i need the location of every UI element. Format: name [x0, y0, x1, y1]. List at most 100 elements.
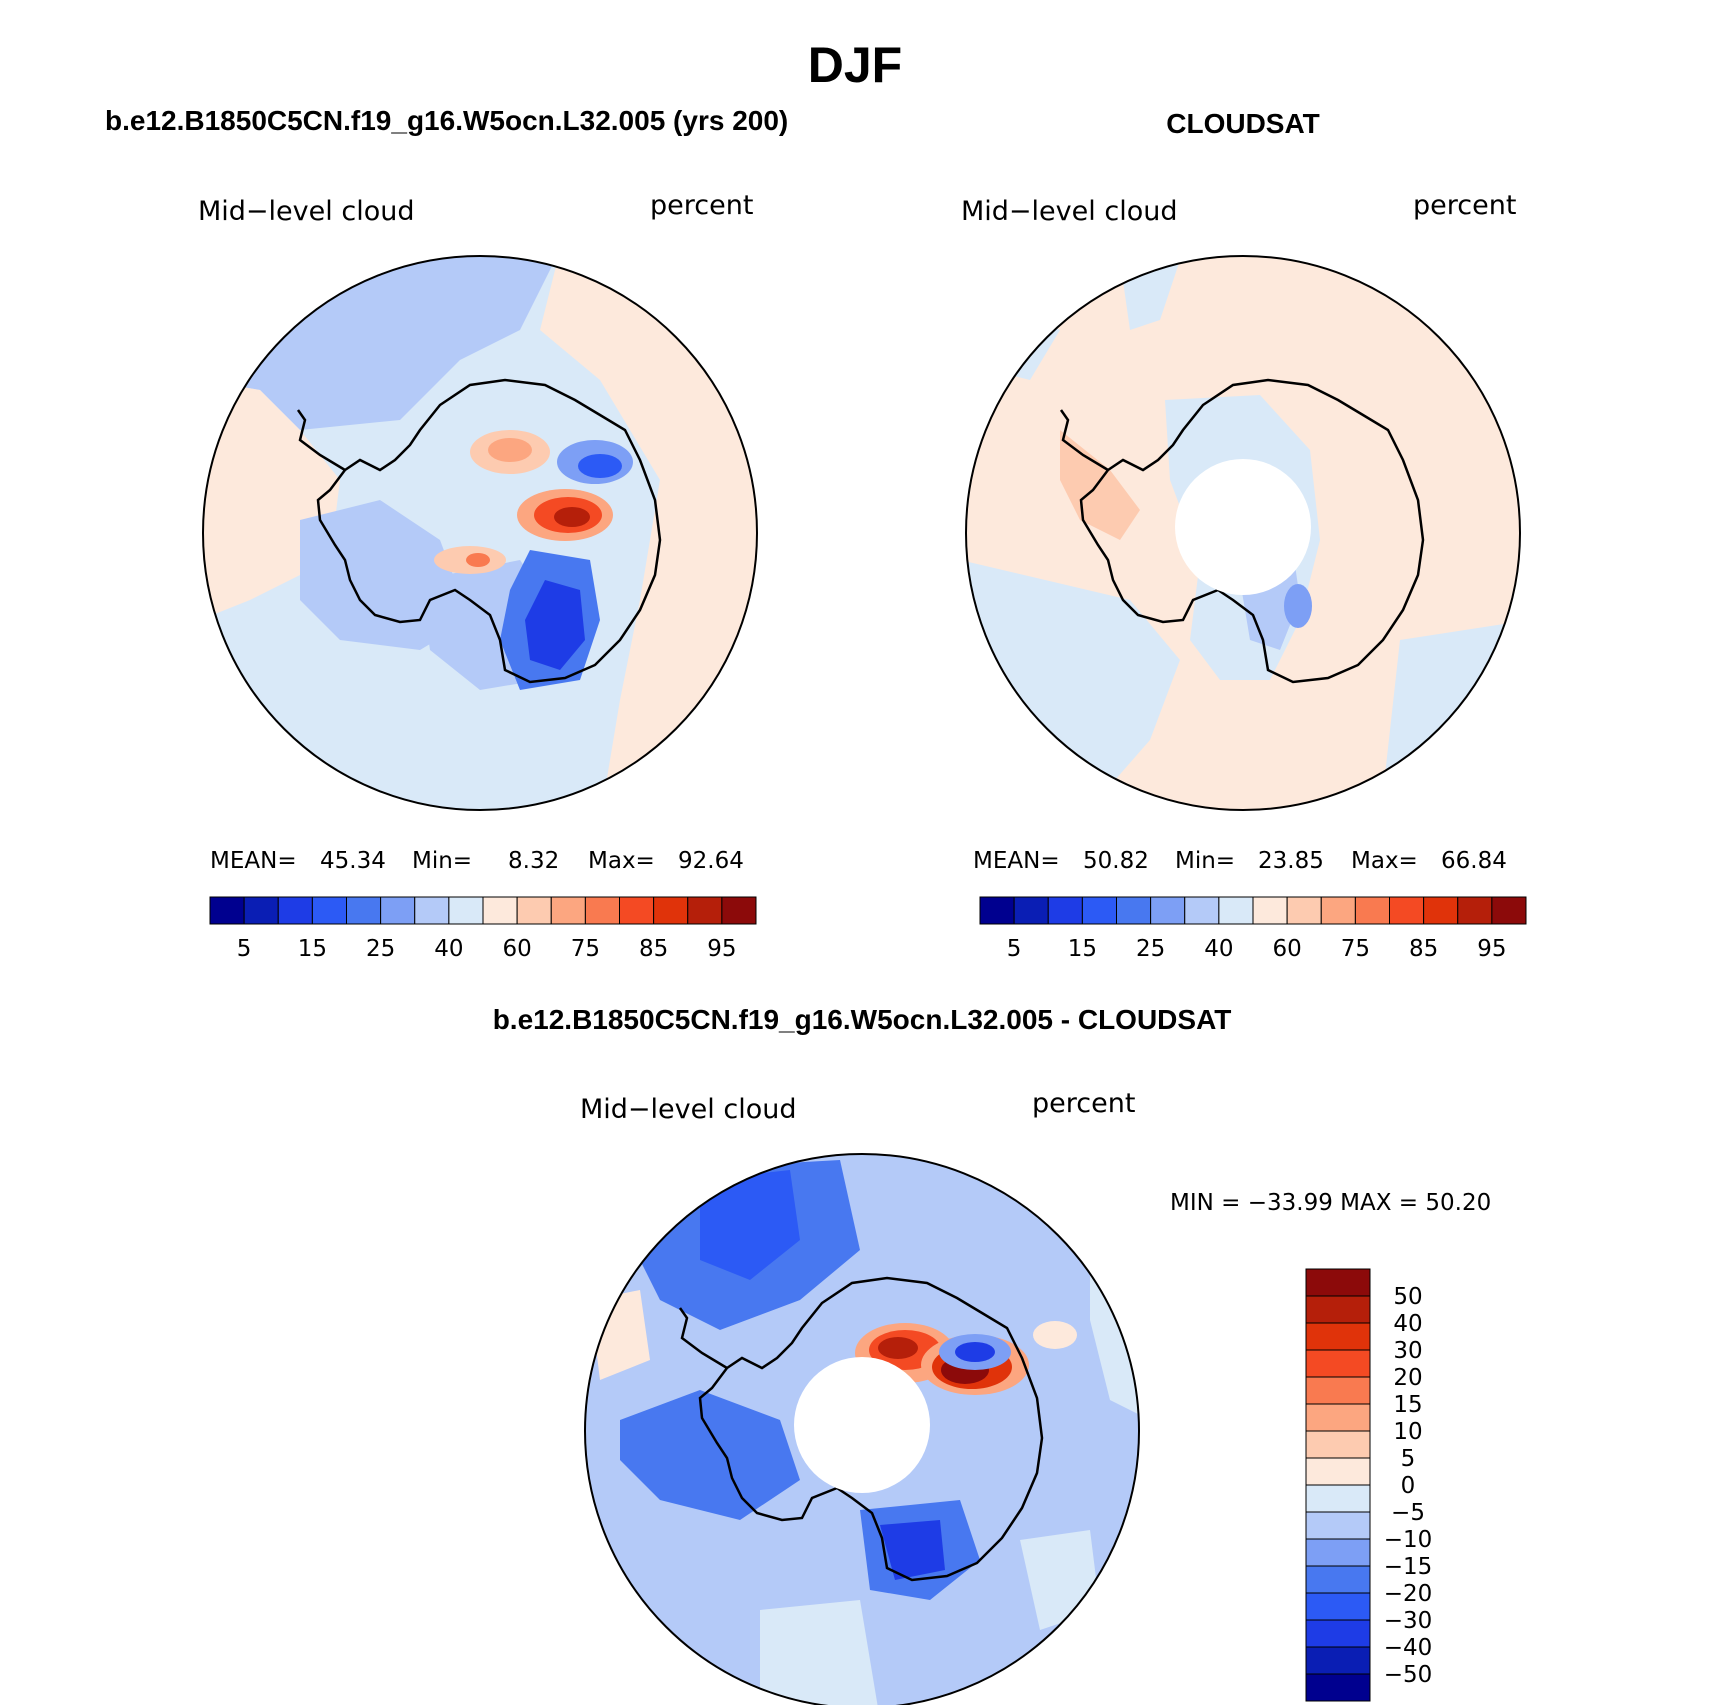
- panel-obs-map-border: [965, 255, 1521, 811]
- panel-diff-colorbar-swatch: [1305, 1349, 1371, 1378]
- panel-obs-units: percent: [1413, 190, 1516, 221]
- panel-model-mean-value: 45.34: [320, 848, 386, 874]
- panel-model-colorbar-swatch: [243, 896, 279, 925]
- panel-diff-colorbar-swatch: [1305, 1295, 1371, 1324]
- panel-model-min-label: Min=: [412, 848, 472, 874]
- panel-model-max-label: Max=: [588, 848, 655, 874]
- panel-diff-colorbar-tick-label: 15: [1393, 1392, 1422, 1418]
- panel-diff-map: [585, 1154, 1139, 1705]
- panel-diff: b.e12.B1850C5CN.f19_g16.W5ocn.L32.005 - …: [493, 1004, 1491, 1705]
- panel-diff-colorbar-swatch: [1305, 1538, 1371, 1567]
- panel-diff-colorbar-tick-label: 5: [1401, 1446, 1416, 1472]
- panel-obs-variable: Mid−level cloud: [961, 196, 1177, 227]
- panel-obs-colorbar-swatch: [1457, 896, 1493, 925]
- panel-obs-colorbar-swatch: [1116, 896, 1152, 925]
- panel-diff-colorbar-swatch: [1305, 1376, 1371, 1405]
- panel-model-colorbar-tick-label: 15: [298, 936, 327, 962]
- panel-model-colorbar-swatch: [584, 896, 620, 925]
- panel-model-colorbar-swatch: [346, 896, 382, 925]
- panel-model-colorbar-swatch: [550, 896, 586, 925]
- panel-model-mean-label: MEAN=: [210, 848, 297, 874]
- panel-model-colorbar-tick-label: 25: [366, 936, 395, 962]
- panel-model-colorbar-swatch: [311, 896, 347, 925]
- panel-model: b.e12.B1850C5CN.f19_g16.W5ocn.L32.005 (y…: [105, 105, 788, 962]
- panel-obs-min-label: Min=: [1175, 848, 1235, 874]
- panel-model-colorbar-swatch: [448, 896, 484, 925]
- panel-diff-title: b.e12.B1850C5CN.f19_g16.W5ocn.L32.005 - …: [493, 1004, 1232, 1035]
- panel-obs-colorbar-swatch: [1491, 896, 1527, 925]
- panel-obs-colorbar-swatch: [979, 896, 1015, 925]
- panel-model-variable: Mid−level cloud: [198, 196, 414, 227]
- panel-diff-minmax: MIN = −33.99 MAX = 50.20: [1170, 1190, 1491, 1216]
- panel-diff-units: percent: [1032, 1088, 1135, 1119]
- panel-model-title: b.e12.B1850C5CN.f19_g16.W5ocn.L32.005 (y…: [105, 105, 788, 136]
- panel-diff-colorbar-swatch: [1305, 1592, 1371, 1621]
- panel-obs-mean-label: MEAN=: [973, 848, 1060, 874]
- panel-obs-title: CLOUDSAT: [1166, 108, 1319, 139]
- panel-obs-colorbar-swatch: [1218, 896, 1254, 925]
- panel-obs-colorbar-tick-label: 5: [1007, 936, 1022, 962]
- panel-obs-colorbar-swatch: [1389, 896, 1425, 925]
- panel-obs-colorbar-swatch: [1047, 896, 1083, 925]
- panel-model-colorbar-swatch: [653, 896, 689, 925]
- panel-diff-colorbar-tick-label: −30: [1384, 1608, 1433, 1634]
- panel-obs-colorbar-tick-label: 25: [1136, 936, 1165, 962]
- panel-diff-colorbar-tick-label: −10: [1384, 1527, 1433, 1553]
- panel-obs: CLOUDSAT Mid−level cloud percent MEAN= 5…: [961, 108, 1527, 962]
- panel-model-colorbar-tick-label: 75: [571, 936, 600, 962]
- panel-diff-colorbar-swatch: [1305, 1430, 1371, 1459]
- panel-model-map-border: [202, 255, 758, 811]
- panel-diff-colorbar-tick-label: 30: [1393, 1338, 1422, 1364]
- panel-obs-colorbar-swatch: [1320, 896, 1356, 925]
- panel-model-colorbar-tick-label: 85: [639, 936, 668, 962]
- panel-model-colorbar-swatch: [721, 896, 757, 925]
- panel-diff-colorbar-tick-label: 50: [1393, 1284, 1422, 1310]
- panel-diff-colorbar-tick-label: 10: [1393, 1419, 1422, 1445]
- panel-diff-colorbar-swatch: [1305, 1619, 1371, 1648]
- panel-obs-colorbar-swatch: [1286, 896, 1322, 925]
- panel-obs-colorbar: 5 15 25 40 60 75 85 95: [979, 896, 1527, 962]
- panel-diff-colorbar-tick-label: −40: [1384, 1635, 1433, 1661]
- panel-diff-colorbar-tick-label: 20: [1393, 1365, 1422, 1391]
- panel-diff-colorbar-swatch: [1305, 1673, 1371, 1702]
- panel-diff-colorbar-tick-label: −50: [1384, 1662, 1433, 1688]
- panel-diff-colorbar-swatch: [1305, 1403, 1371, 1432]
- panel-diff-colorbar-swatch: [1305, 1565, 1371, 1594]
- panel-obs-colorbar-swatch: [1150, 896, 1186, 925]
- panel-obs-colorbar-tick-label: 85: [1409, 936, 1438, 962]
- panel-diff-colorbar-swatch: [1305, 1457, 1371, 1486]
- panel-diff-colorbar-tick-label: −20: [1384, 1581, 1433, 1607]
- panel-obs-colorbar-tick-label: 60: [1272, 936, 1301, 962]
- panel-obs-colorbar-tick-label: 95: [1477, 936, 1506, 962]
- panel-diff-colorbar-tick-label: −5: [1391, 1500, 1425, 1526]
- panel-diff-colorbar-swatch: [1305, 1646, 1371, 1675]
- panel-obs-colorbar-swatch: [1013, 896, 1049, 925]
- panel-model-colorbar-swatch: [619, 896, 655, 925]
- panel-model-colorbar-tick-label: 5: [237, 936, 252, 962]
- panel-model-colorbar-swatch: [687, 896, 723, 925]
- panel-diff-colorbar-swatch: [1305, 1268, 1371, 1297]
- panel-diff-colorbar-swatch: [1305, 1322, 1371, 1351]
- panel-model-map: [203, 256, 757, 810]
- panel-diff-variable: Mid−level cloud: [580, 1094, 796, 1125]
- panel-model-colorbar-tick-label: 40: [434, 936, 463, 962]
- panel-obs-max-label: Max=: [1351, 848, 1418, 874]
- panel-diff-colorbar-swatch: [1305, 1511, 1371, 1540]
- panel-model-colorbar-swatch: [482, 896, 518, 925]
- panel-obs-colorbar-tick-label: 15: [1068, 936, 1097, 962]
- panel-obs-max-value: 66.84: [1441, 848, 1507, 874]
- panel-model-max-value: 92.64: [678, 848, 744, 874]
- panel-model-min-value: 8.32: [508, 848, 559, 874]
- panel-obs-colorbar-swatch: [1252, 896, 1288, 925]
- page-title: DJF: [807, 37, 903, 93]
- panel-model-colorbar-swatch: [414, 896, 450, 925]
- panel-diff-colorbar-tick-label: 0: [1401, 1473, 1416, 1499]
- panel-obs-colorbar-swatch: [1423, 896, 1459, 925]
- panel-obs-colorbar-swatch: [1184, 896, 1220, 925]
- panel-model-colorbar-swatch: [277, 896, 313, 925]
- panel-model-colorbar-tick-label: 60: [502, 936, 531, 962]
- panel-obs-colorbar-swatch: [1354, 896, 1390, 925]
- panel-obs-mean-value: 50.82: [1083, 848, 1149, 874]
